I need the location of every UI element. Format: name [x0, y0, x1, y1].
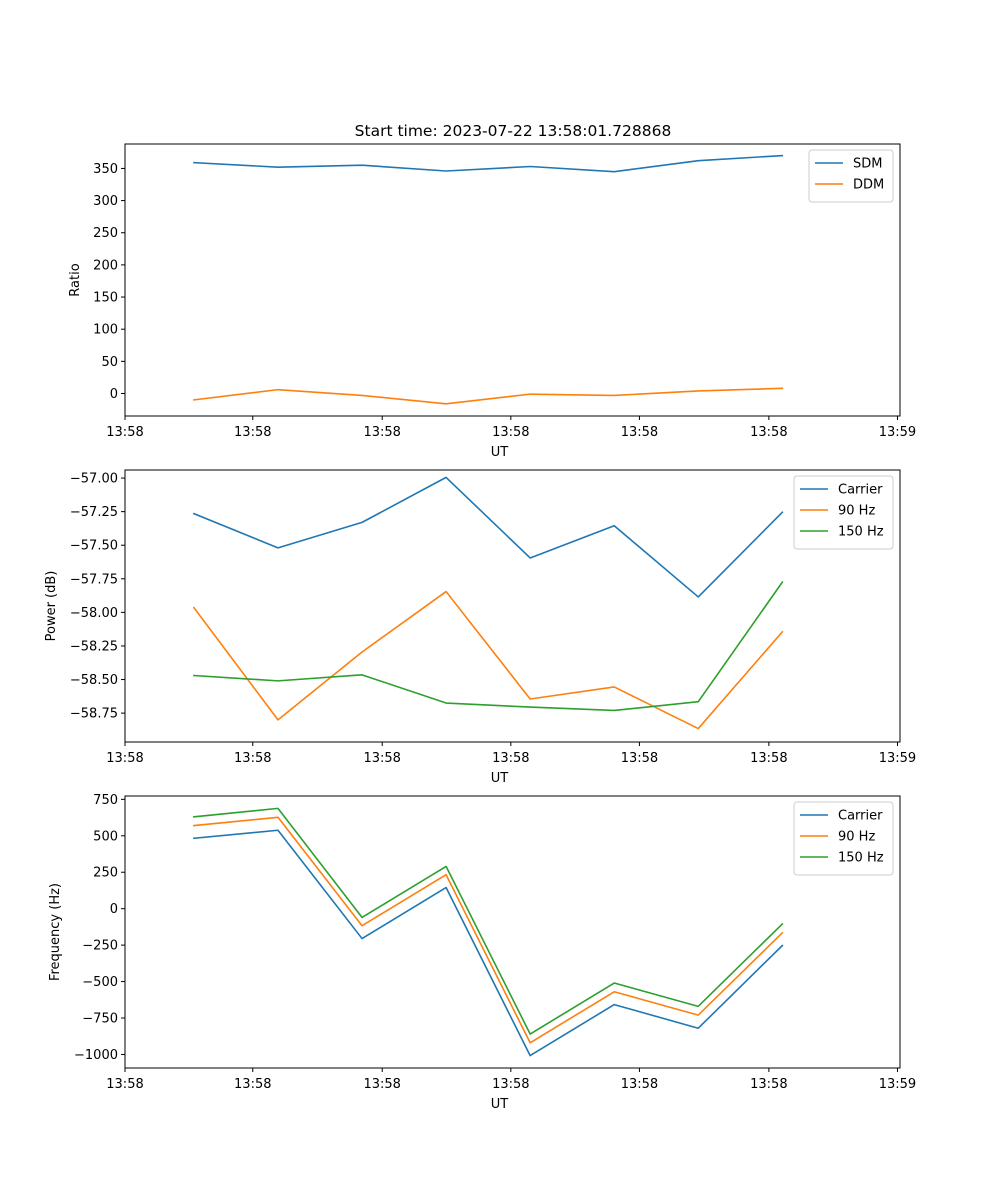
axes-frame [124, 469, 901, 743]
chart-3: −1000 −750 −500 −250 0 250 500 750 13:58 13:58 13:… [48, 793, 916, 1112]
x-tick-label: 13:58 [492, 1077, 529, 1092]
series-line-90-hz [192, 590, 784, 730]
x-tick-label: 13:58 [492, 751, 529, 766]
x-tick-label: 13:58 [234, 425, 271, 440]
y-tick-label: 250 [93, 866, 118, 881]
y-tick-label: −58.00 [70, 606, 118, 621]
x-tick-label: 13:58 [492, 425, 529, 440]
y-tick-label: −250 [82, 939, 118, 954]
y-tick-label: −58.75 [70, 707, 118, 722]
x-tick-label: 13:58 [106, 751, 143, 766]
x-tick-label: 13:59 [879, 751, 916, 766]
x-tick-label: 13:58 [363, 751, 400, 766]
y-tick-label: −57.00 [70, 472, 118, 487]
legend-label: 150 Hz [838, 851, 884, 866]
x-tick-label: 13:58 [621, 751, 658, 766]
legend-label: SDM [853, 157, 882, 172]
y-tick-label: −1000 [74, 1048, 118, 1063]
y-tick-label: −750 [82, 1012, 118, 1027]
x-tick-label: 13:58 [363, 1077, 400, 1092]
series-line-150-hz [193, 807, 784, 1035]
legend: SDM DDM [808, 149, 894, 203]
axes-frame [124, 795, 901, 1069]
charts: 0 50 100 150 200 250 300 350 13:58 13:58 13:58 13:5… [44, 143, 916, 1112]
series-line-sdm [193, 154, 784, 173]
chart-1: 0 50 100 150 200 250 300 350 13:58 13:58 13:58 13:5… [68, 143, 916, 460]
legend: Carrier 90 Hz 150 Hz [793, 801, 894, 876]
x-axis-label: UT [491, 445, 509, 460]
legend: Carrier 90 Hz 150 Hz [793, 475, 894, 550]
x-tick-label: 13:58 [621, 1077, 658, 1092]
x-tick-label: 13:58 [621, 425, 658, 440]
y-tick-label: 100 [93, 323, 118, 338]
y-tick-label: −57.50 [70, 539, 118, 554]
y-tick-label: 750 [93, 793, 118, 808]
x-axis-label: UT [491, 771, 509, 786]
y-tick-label: 50 [101, 355, 118, 370]
series-line-ddm [193, 387, 784, 405]
x-axis-label: UT [491, 1097, 509, 1112]
x-tick-label: 13:59 [879, 1077, 916, 1092]
series-line-150-hz [193, 581, 784, 712]
y-tick-label: 350 [93, 162, 118, 177]
legend-label: Carrier [838, 483, 883, 498]
legend-label: 150 Hz [838, 525, 884, 540]
x-tick-label: 13:58 [234, 751, 271, 766]
y-tick-label: 200 [93, 258, 118, 273]
x-tick-label: 13:59 [879, 425, 916, 440]
y-tick-label: −58.25 [70, 639, 118, 654]
series-line-carrier [193, 829, 784, 1057]
y-tick-label: −500 [82, 975, 118, 990]
y-tick-label: −58.50 [70, 673, 118, 688]
y-axis-label: Ratio [68, 263, 83, 296]
y-tick-label: −57.75 [70, 572, 118, 587]
chart-2: −58.75 −58.50 −58.25 −58.00 −57.75 −57.50 −57.… [44, 469, 916, 786]
y-tick-label: 250 [93, 226, 118, 241]
x-tick-label: 13:58 [106, 425, 143, 440]
x-tick-label: 13:58 [750, 751, 787, 766]
legend-label: DDM [853, 178, 884, 193]
y-tick-label: 300 [93, 194, 118, 209]
y-tick-label: 500 [93, 829, 118, 844]
x-tick-label: 13:58 [750, 425, 787, 440]
y-tick-label: −57.25 [70, 505, 118, 520]
legend-label: 90 Hz [838, 830, 875, 845]
y-tick-label: 150 [93, 291, 118, 306]
x-tick-label: 13:58 [234, 1077, 271, 1092]
y-axis-label: Power (dB) [44, 571, 59, 642]
series-line-carrier [192, 476, 784, 598]
x-tick-label: 13:58 [750, 1077, 787, 1092]
legend-label: 90 Hz [838, 504, 875, 519]
series-line-90-hz [193, 816, 784, 1044]
x-tick-label: 13:58 [363, 425, 400, 440]
x-tick-label: 13:58 [106, 1077, 143, 1092]
figure-title: Start time: 2023-07-22 13:58:01.728868 [355, 122, 672, 140]
y-tick-label: 0 [110, 902, 118, 917]
legend-label: Carrier [838, 809, 883, 824]
y-tick-label: 0 [110, 387, 118, 402]
y-axis-label: Frequency (Hz) [48, 883, 63, 981]
axes-frame [124, 143, 901, 417]
